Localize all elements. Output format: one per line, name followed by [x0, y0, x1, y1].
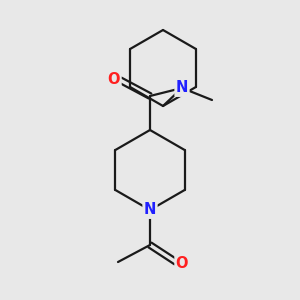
Text: N: N: [176, 80, 188, 95]
Text: O: O: [108, 71, 120, 86]
Text: O: O: [176, 256, 188, 271]
Text: N: N: [144, 202, 156, 217]
